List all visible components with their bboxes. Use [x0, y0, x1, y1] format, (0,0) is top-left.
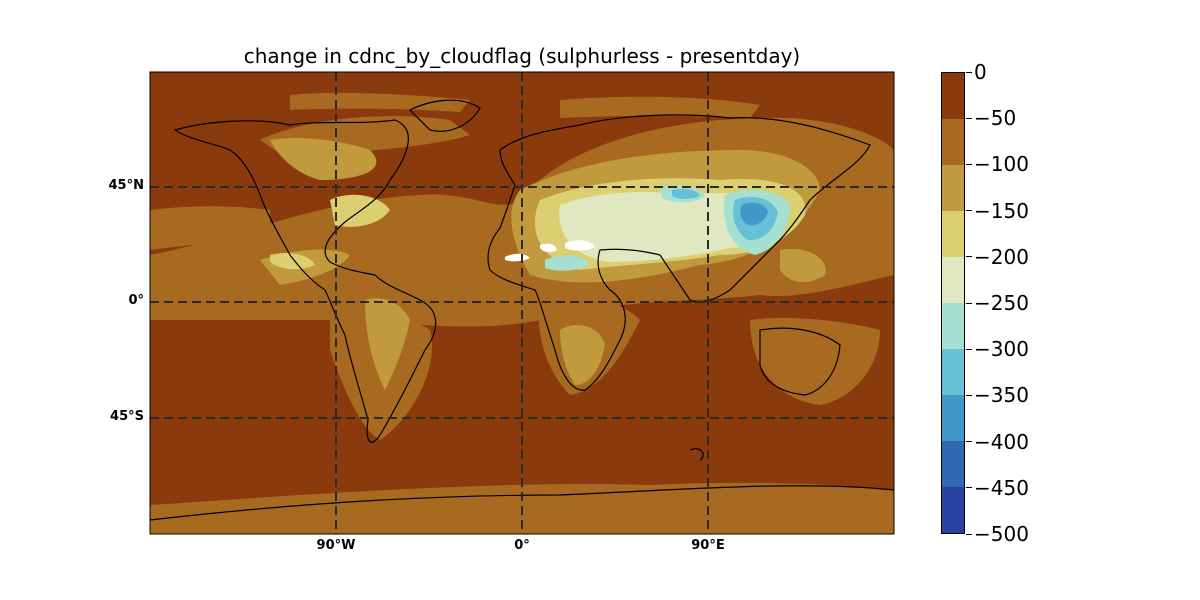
colorbar-tick-mark	[966, 163, 972, 165]
colorbar-segment	[942, 73, 964, 119]
colorbar-segment	[942, 487, 964, 533]
field-level-350	[740, 202, 768, 226]
map-frame	[149, 71, 895, 535]
colorbar-tick-mark	[966, 256, 972, 258]
colorbar-segment	[942, 165, 964, 211]
gridlines	[150, 72, 894, 534]
colorbar-tick-label: −250	[974, 291, 1029, 315]
lat-label-45n: 45°N	[108, 178, 144, 193]
colorbar-tick-label: −500	[974, 522, 1029, 546]
colorbar-tick-label: −200	[974, 244, 1029, 269]
colorbar-tick-mark	[966, 348, 972, 350]
colorbar-tick-label: −50	[974, 106, 1017, 131]
colorbar-tick-mark	[966, 302, 972, 304]
coastlines	[150, 99, 894, 521]
missing-data	[505, 240, 595, 262]
colorbar-tick-mark	[966, 487, 972, 489]
colorbar-tick-mark	[966, 210, 972, 212]
colorbar-segment	[942, 349, 964, 395]
colorbar-segment	[942, 441, 964, 487]
chart-title: change in cdnc_by_cloudflag (sulphurless…	[243, 44, 801, 68]
colorbar-tick-label: 0	[974, 60, 987, 84]
colorbar-tick-label: −300	[974, 337, 1029, 362]
colorbar-tick-mark	[966, 533, 972, 535]
colorbar	[941, 72, 965, 534]
colorbar-tick-mark	[966, 117, 972, 119]
colorbar-tick-mark	[966, 71, 972, 73]
colorbar-segment	[942, 395, 964, 441]
lat-label-45s: 45°S	[110, 409, 144, 424]
lon-label-90w: 90°W	[316, 538, 356, 553]
lat-label-0: 0°	[128, 293, 144, 308]
colorbar-segment	[942, 257, 964, 303]
colorbar-tick-mark	[966, 394, 972, 396]
colorbar-segment	[942, 211, 964, 257]
lon-label-0: 0°	[514, 538, 530, 553]
colorbar-segment	[942, 303, 964, 349]
colorbar-tick-mark	[966, 441, 972, 443]
colorbar-tick-label: −350	[974, 383, 1029, 408]
colorbar-tick-label: −400	[974, 429, 1029, 454]
colorbar-tick-label: −100	[974, 152, 1029, 177]
lon-label-90e: 90°E	[691, 538, 725, 553]
colorbar-tick-label: −450	[974, 475, 1029, 500]
colorbar-segment	[942, 119, 964, 165]
colorbar-tick-label: −150	[974, 198, 1029, 223]
